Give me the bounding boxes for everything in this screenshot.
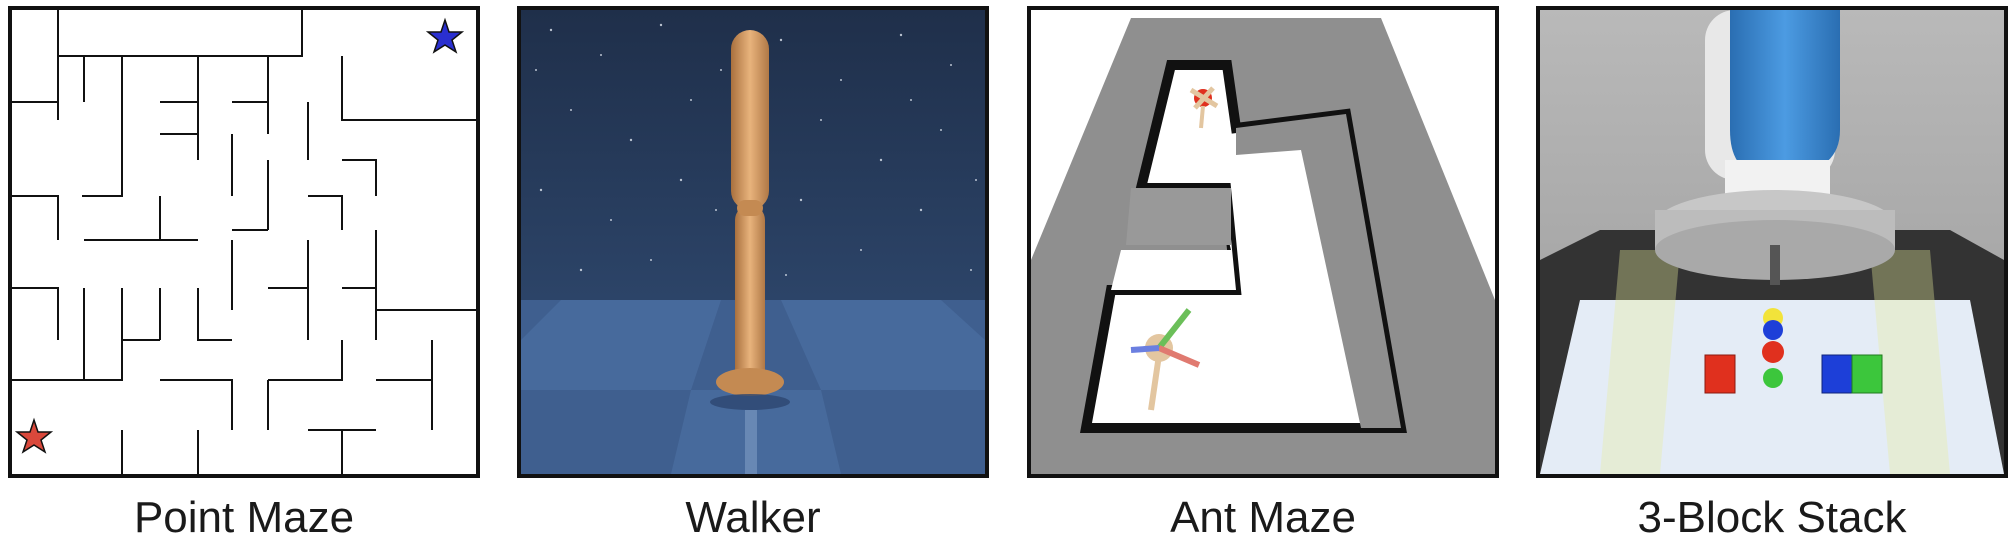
ant-maze-caption: Ant Maze xyxy=(1170,493,1356,542)
goal-star-icon xyxy=(425,17,465,54)
red-sphere xyxy=(1762,341,1784,363)
robot-arm xyxy=(1655,10,1895,285)
maze-walls xyxy=(12,10,476,474)
walker-figure xyxy=(710,30,790,474)
stars-background xyxy=(535,23,977,276)
blue-block xyxy=(1821,354,1853,394)
three-block-stack-panel xyxy=(1536,6,2008,478)
point-maze-image xyxy=(12,10,476,474)
red-block xyxy=(1704,354,1736,394)
blue-sphere xyxy=(1763,320,1783,340)
walker-panel xyxy=(517,6,989,478)
start-star-icon xyxy=(14,417,54,454)
ant-agent-bottom xyxy=(1130,308,1201,411)
green-sphere xyxy=(1763,368,1783,388)
point-maze-caption: Point Maze xyxy=(133,493,355,542)
ant-agent-top xyxy=(1189,86,1219,129)
walker-caption: Walker xyxy=(685,493,821,542)
three-block-stack-caption: 3-Block Stack xyxy=(1637,493,1907,542)
point-maze-panel xyxy=(8,6,480,478)
walker-image xyxy=(521,10,985,474)
three-block-stack-image xyxy=(1540,10,2004,474)
ant-maze-panel xyxy=(1027,6,1499,478)
ant-maze-image xyxy=(1031,10,1495,474)
green-block xyxy=(1851,354,1883,394)
